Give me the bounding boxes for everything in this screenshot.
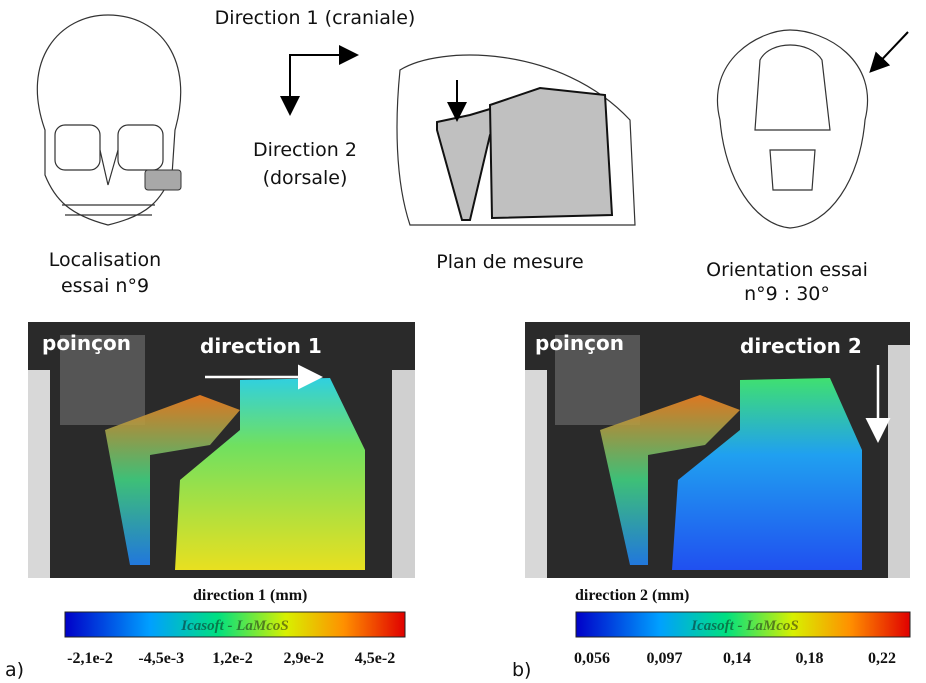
caption: Localisation <box>49 249 161 271</box>
watermark: Icasoft - LaMcoS <box>690 618 799 634</box>
colorbar-tick-label: -4,5e-3 <box>138 650 184 667</box>
colorbar-tick-label: 0,097 <box>647 650 683 667</box>
skull-base <box>717 29 909 229</box>
direction-label: Direction 1 (craniale) <box>215 7 416 29</box>
colorbar <box>575 611 911 638</box>
colorbar-tick-label: 2,9e-2 <box>284 650 324 667</box>
colorbar-tick-label: 0,18 <box>796 650 824 667</box>
colorbar-tick-label: 0,22 <box>868 650 896 667</box>
photo <box>525 322 910 578</box>
caption: Plan de mesure <box>436 251 583 273</box>
direction-label: direction 2 <box>740 334 862 358</box>
direction-label: (dorsale) <box>263 167 348 189</box>
direction-label: direction 1 <box>200 334 322 358</box>
colorbar-tick-label: 4,5e-2 <box>355 650 395 667</box>
colorbar-tick-label: 1,2e-2 <box>212 650 252 667</box>
caption: Orientation essai <box>706 259 868 281</box>
colorbar <box>64 611 406 638</box>
punch-label: poinçon <box>535 331 624 355</box>
watermark: Icasoft - LaMcoS <box>180 618 289 634</box>
panel-label: a) <box>5 659 24 681</box>
colorbar-tick-label: 0,056 <box>574 650 610 667</box>
plane-sketch <box>396 54 636 226</box>
colorbar-tick-label: -2,1e-2 <box>67 650 113 667</box>
colorbar-title: direction 2 (mm) <box>575 587 689 604</box>
arrow <box>289 45 359 110</box>
photo <box>28 322 415 578</box>
skull-front <box>36 14 182 226</box>
panel-label: b) <box>512 659 531 681</box>
colorbar-tick-label: 0,14 <box>723 650 751 667</box>
caption: n°9 : 30° <box>744 283 830 305</box>
direction-label: Direction 2 <box>253 139 357 161</box>
colorbar-title: direction 1 (mm) <box>193 587 307 604</box>
caption: essai n°9 <box>61 275 149 297</box>
punch-label: poinçon <box>42 331 131 355</box>
